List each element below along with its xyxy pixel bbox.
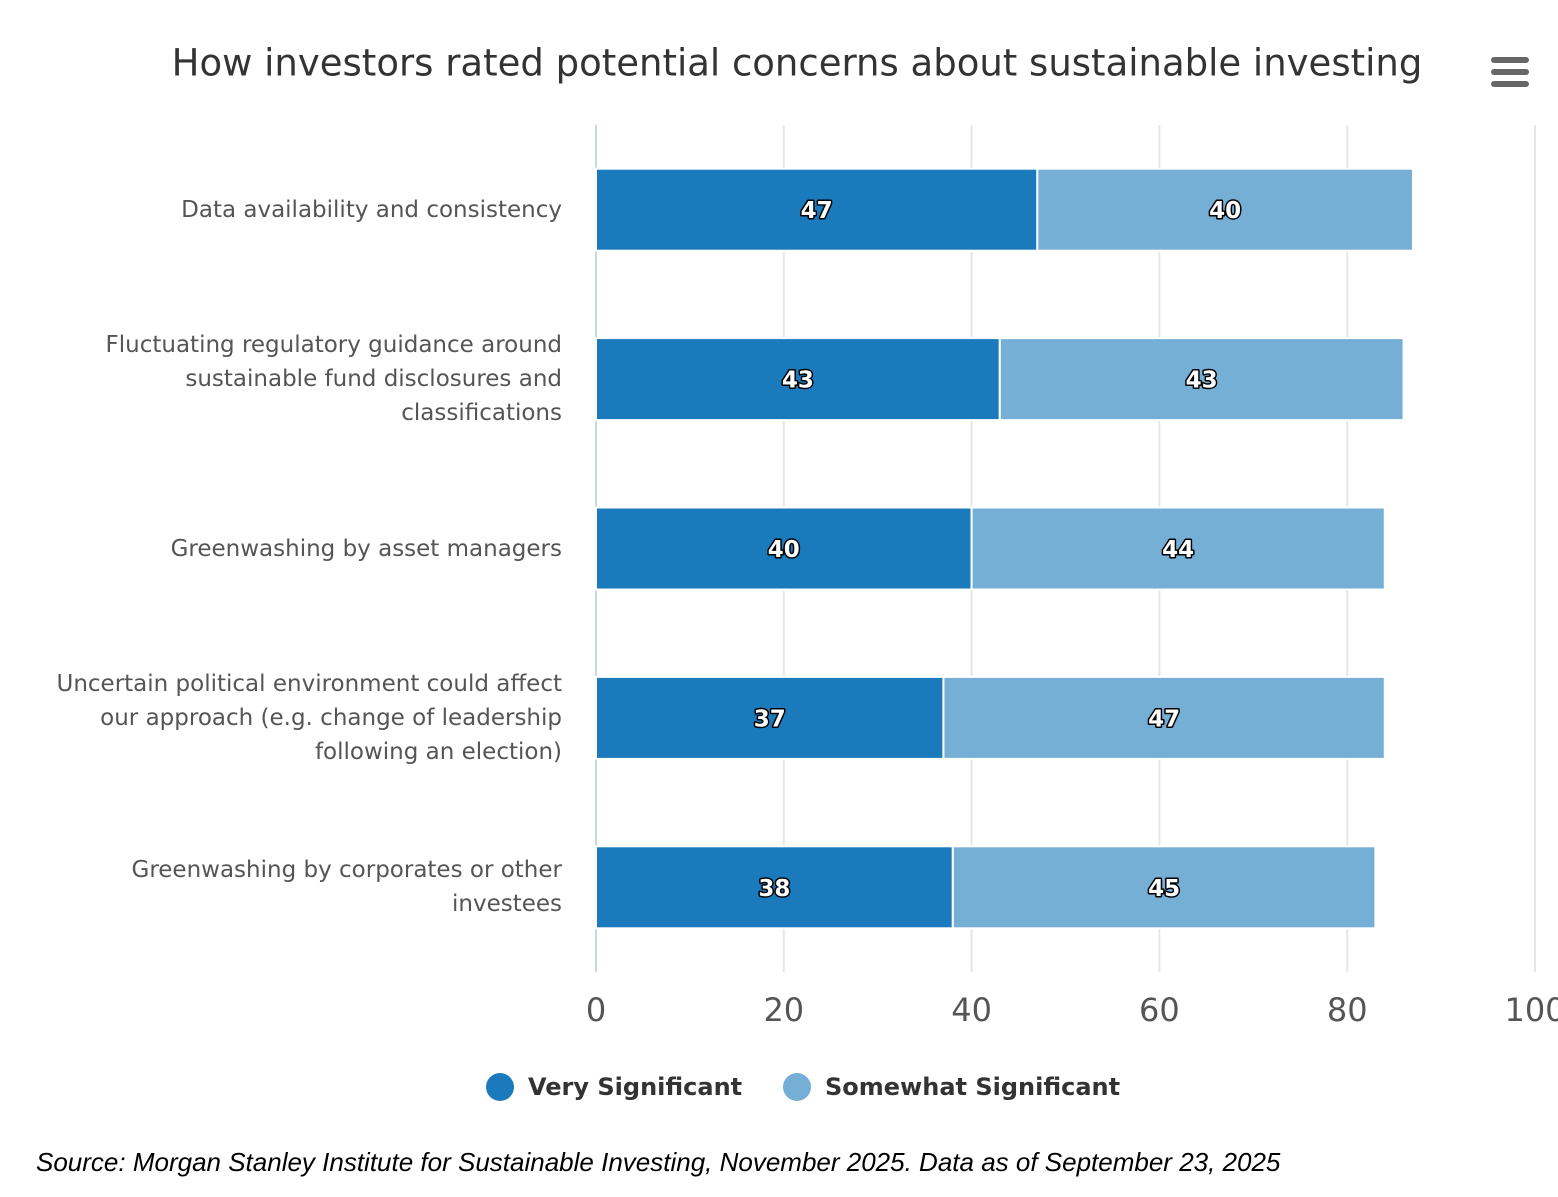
x-tick-label: 80 bbox=[1327, 991, 1368, 1029]
x-tick-label: 0 bbox=[586, 991, 606, 1029]
bar-segment bbox=[998, 337, 1405, 422]
data-label: 47 bbox=[1148, 706, 1180, 732]
category-label: Greenwashing by asset managers bbox=[170, 535, 562, 562]
data-label: 44 bbox=[1162, 537, 1194, 563]
bar-segment bbox=[951, 845, 1377, 930]
bar-segment bbox=[942, 675, 1386, 760]
x-tick-label: 60 bbox=[1139, 991, 1180, 1029]
bar-segment bbox=[1036, 167, 1414, 252]
data-label: 43 bbox=[1186, 368, 1218, 394]
data-label: 40 bbox=[768, 537, 800, 563]
legend-marker bbox=[486, 1073, 514, 1101]
data-label: 45 bbox=[1148, 876, 1180, 902]
bar-segment bbox=[970, 506, 1386, 591]
category-label: Data availability and consistency bbox=[181, 196, 562, 223]
x-tick-label: 100 bbox=[1504, 991, 1558, 1029]
menu-button[interactable] bbox=[1491, 57, 1529, 87]
source-note: Source: Morgan Stanley Institute for Sus… bbox=[36, 1147, 1281, 1177]
data-label: 40 bbox=[1209, 198, 1241, 224]
category-label: Uncertain political environment could af… bbox=[56, 670, 563, 765]
x-tick-label: 40 bbox=[951, 991, 992, 1029]
category-label: Greenwashing by corporates or other inve… bbox=[131, 857, 563, 918]
data-label: 38 bbox=[758, 876, 790, 902]
data-label: 47 bbox=[801, 198, 833, 224]
data-label: 37 bbox=[754, 706, 786, 732]
data-label: 43 bbox=[782, 368, 814, 394]
bar-segment bbox=[595, 675, 945, 760]
bar-segment bbox=[595, 337, 1001, 422]
category-label: Fluctuating regulatory guidance around s… bbox=[105, 332, 562, 427]
bar-segment bbox=[595, 506, 973, 591]
x-tick-label: 20 bbox=[763, 991, 804, 1029]
legend-label: Somewhat Significant bbox=[825, 1073, 1120, 1101]
chart-title: How investors rated potential concerns a… bbox=[172, 42, 1423, 85]
legend-label: Very Significant bbox=[528, 1073, 742, 1101]
legend-marker bbox=[783, 1073, 811, 1101]
bar-segment bbox=[595, 845, 954, 930]
bar-segment bbox=[595, 167, 1039, 252]
